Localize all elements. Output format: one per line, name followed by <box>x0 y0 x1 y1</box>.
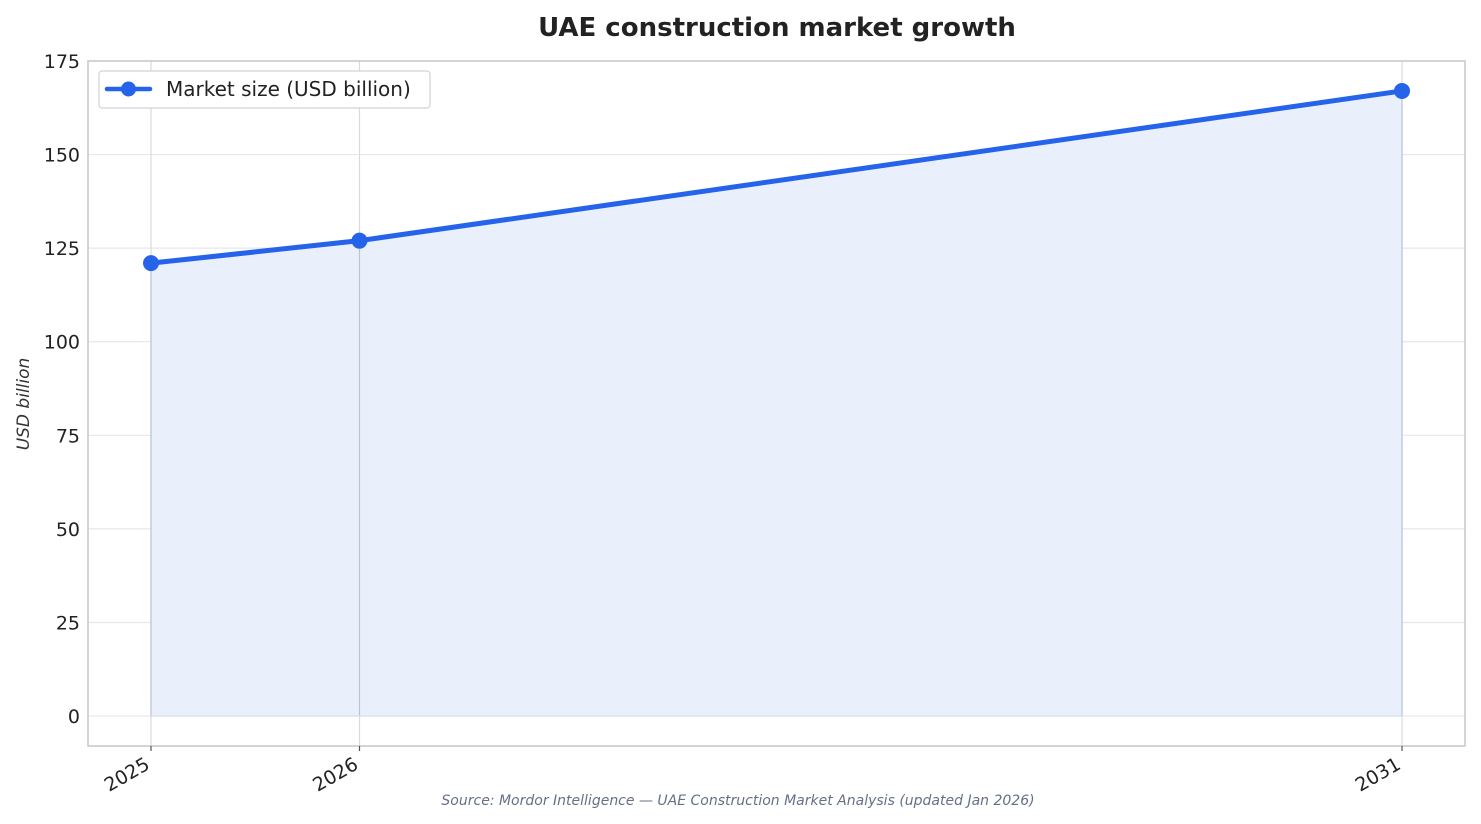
series-area-fill <box>151 90 1402 717</box>
y-tick-label: 175 <box>44 51 80 73</box>
chart-title: UAE construction market growth <box>538 13 1016 43</box>
source-note: Source: Mordor Intelligence — UAE Constr… <box>441 793 1034 809</box>
y-tick-label: 25 <box>56 612 80 634</box>
y-tick-label: 150 <box>44 145 80 167</box>
legend-marker-swatch <box>121 81 136 97</box>
data-point <box>1394 82 1410 99</box>
data-points <box>143 82 1410 272</box>
plot-frame <box>87 60 1466 747</box>
data-point <box>143 255 159 272</box>
y-axis-label: USD billion <box>14 358 34 451</box>
y-tick-label: 75 <box>56 425 80 447</box>
y-tick-label: 50 <box>56 519 80 541</box>
y-tick-label: 125 <box>44 238 80 260</box>
legend-box <box>98 70 431 109</box>
legend: Market size (USD billion) <box>98 70 431 109</box>
x-tick-label: 2025 <box>101 753 154 796</box>
y-axis-ticks: 0 25 50 75 100 125 150 175 <box>44 51 80 728</box>
legend-label: Market size (USD billion) <box>166 77 411 101</box>
y-tick-label: 100 <box>44 332 80 354</box>
x-tick-label: 2031 <box>1352 753 1405 796</box>
x-axis-ticks: 2025 2026 2031 <box>101 746 1405 797</box>
category-drop-lines <box>150 90 1403 717</box>
data-point <box>351 232 368 249</box>
y-tick-label: 0 <box>68 706 80 728</box>
x-tick-label: 2026 <box>309 753 362 796</box>
